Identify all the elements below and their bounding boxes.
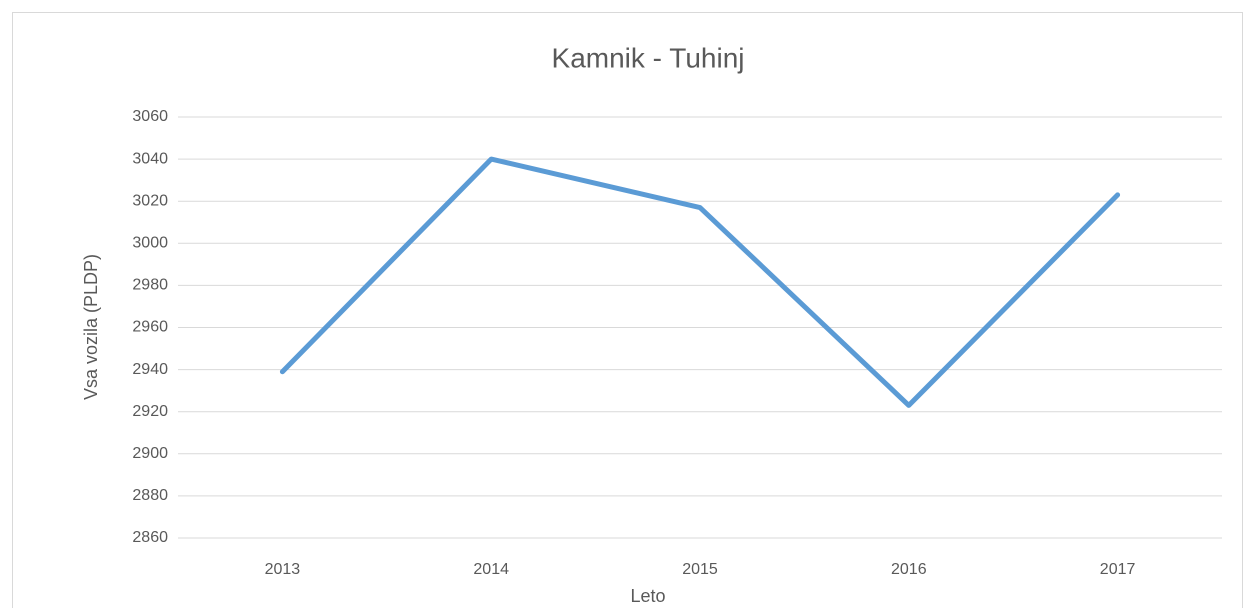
- x-tick-label: 2016: [891, 561, 927, 578]
- y-tick-label: 2860: [132, 529, 168, 546]
- y-tick-label: 2900: [132, 445, 168, 462]
- chart-border: [12, 12, 1243, 608]
- y-tick-label: 2960: [132, 319, 168, 336]
- y-tick-label: 2940: [132, 361, 168, 378]
- y-tick-label: 3000: [132, 235, 168, 252]
- x-tick-label: 2013: [265, 561, 301, 578]
- y-tick-label: 2980: [132, 277, 168, 294]
- x-tick-label: 2017: [1100, 561, 1136, 578]
- y-tick-label: 2880: [132, 487, 168, 504]
- y-tick-label: 3040: [132, 150, 168, 167]
- line-series: [279, 156, 1121, 408]
- y-tick-label: 3020: [132, 192, 168, 209]
- y-tick-label: 2920: [132, 403, 168, 420]
- chart-title: Kamnik - Tuhinj: [552, 42, 745, 73]
- y-tick-label: 3060: [132, 108, 168, 125]
- y-axis-title: Vsa vozila (PLDP): [81, 254, 101, 400]
- x-tick-label: 2015: [682, 561, 718, 578]
- x-tick-label: 2014: [473, 561, 509, 578]
- x-axis-title: Leto: [630, 586, 665, 606]
